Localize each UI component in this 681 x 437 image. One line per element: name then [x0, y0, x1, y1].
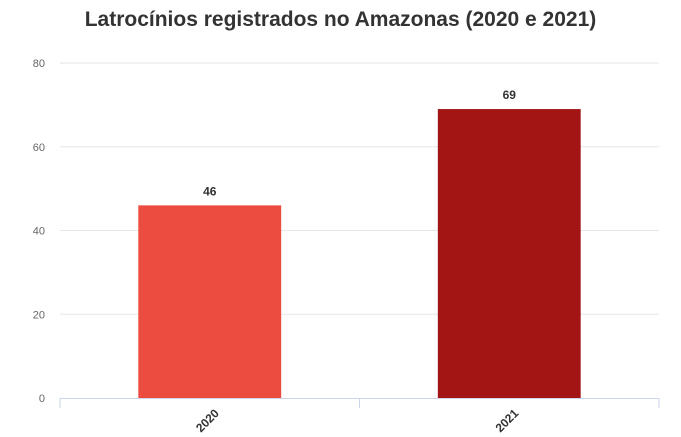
y-axis-labels: 0 20 40 60 80: [33, 58, 45, 405]
data-label-2020: 46: [203, 184, 217, 198]
x-axis: 2020 2021: [59, 398, 660, 435]
y-tick-label-0: 0: [39, 393, 45, 405]
y-tick-label-20: 20: [33, 309, 45, 321]
x-tick-label-2020: 2020: [193, 406, 222, 435]
bar-2020: [138, 205, 282, 398]
x-tick-label-2021: 2021: [493, 406, 522, 435]
y-tick-label-80: 80: [33, 58, 45, 70]
bars: [138, 109, 581, 398]
y-tick-label-60: 60: [33, 142, 45, 154]
data-label-2021: 69: [503, 88, 517, 102]
bar-2021: [437, 109, 581, 398]
chart-title: Latrocínios registrados no Amazonas (202…: [84, 8, 597, 31]
data-labels: 46 69: [203, 88, 516, 198]
y-tick-label-40: 40: [33, 226, 45, 238]
